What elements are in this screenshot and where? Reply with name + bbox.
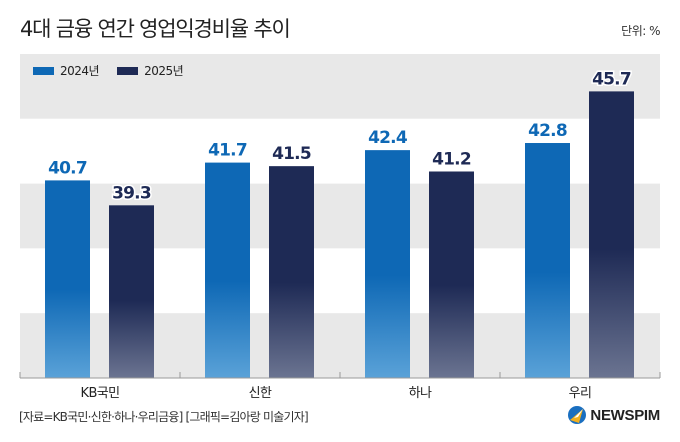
bar-2024년-하나 bbox=[365, 150, 410, 378]
unit-label: 단위: % bbox=[621, 24, 660, 38]
data-label: 41.2 bbox=[432, 149, 471, 169]
bar-2025년-신한 bbox=[269, 166, 314, 378]
x-tick-labels: KB국민 신한 하나 우리 bbox=[81, 386, 592, 401]
logo-text: NEWSPIM bbox=[590, 406, 660, 424]
newspim-logo-icon bbox=[568, 406, 587, 424]
bar-2024년-신한 bbox=[205, 162, 250, 378]
chart-title: 4대 금융 연간 영업익경비율 추이 bbox=[20, 17, 291, 41]
source-credit: [자료=KB국민·신한·하나·우리금융] [그래픽=김아랑 미술기자] bbox=[19, 410, 309, 424]
bar-2025년-KB국민 bbox=[109, 205, 154, 378]
bar-2025년-하나 bbox=[429, 171, 474, 378]
legend-item-2024: 2024년 bbox=[33, 62, 100, 79]
bar-2025년-우리 bbox=[589, 91, 634, 378]
x-tick-label: 하나 bbox=[409, 386, 432, 401]
x-axis bbox=[19, 372, 661, 379]
data-label: 45.7 bbox=[592, 69, 631, 89]
grid-band bbox=[20, 54, 660, 119]
legend: 2024년 2025년 bbox=[33, 62, 201, 79]
newspim-logo: NEWSPIM bbox=[567, 405, 660, 425]
data-label: 41.5 bbox=[272, 144, 311, 164]
data-label: 42.4 bbox=[368, 128, 408, 148]
x-tick-label: KB국민 bbox=[81, 386, 120, 401]
legend-swatch-2024 bbox=[33, 66, 54, 75]
data-label: 41.7 bbox=[208, 141, 247, 161]
legend-item-2025: 2025년 bbox=[117, 62, 184, 79]
data-label: 42.8 bbox=[528, 121, 567, 141]
data-label: 40.7 bbox=[48, 158, 87, 178]
data-labels: 40.7 41.7 42.4 42.8 39.3 41.5 41.2 45.7 bbox=[47, 68, 634, 205]
bar-2024년-KB국민 bbox=[45, 180, 90, 378]
bars bbox=[45, 91, 634, 378]
data-label: 39.3 bbox=[112, 183, 151, 203]
bar-2024년-우리 bbox=[525, 143, 570, 378]
x-tick-label: 신한 bbox=[249, 386, 272, 401]
legend-label-2025: 2025년 bbox=[144, 64, 184, 78]
legend-swatch-2025 bbox=[117, 66, 139, 75]
legend-label-2024: 2024년 bbox=[60, 64, 100, 78]
x-tick-label: 우리 bbox=[569, 386, 592, 401]
